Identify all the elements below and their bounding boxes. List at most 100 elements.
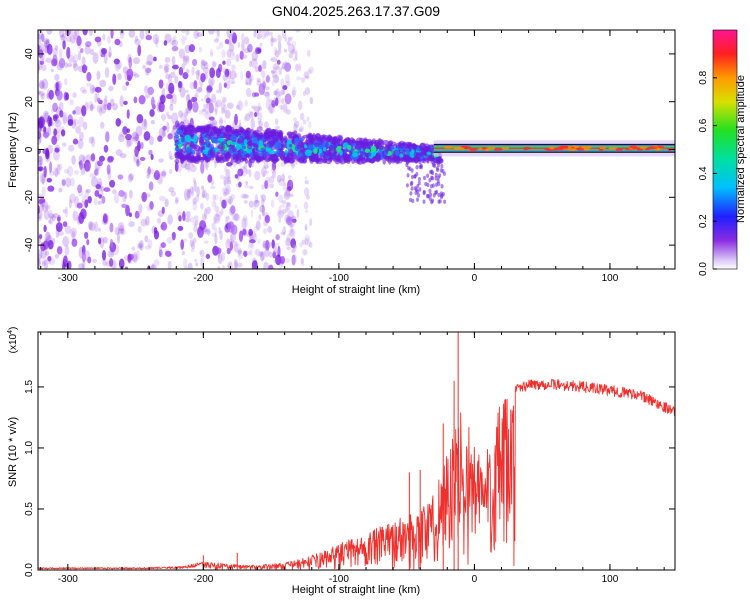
- spectrogram-cell: [135, 249, 140, 261]
- spectrogram-cell: [288, 53, 294, 59]
- spectrogram-cell: [46, 43, 53, 55]
- spectrogram-cell: [319, 137, 327, 143]
- spectrogram-cell: [225, 125, 232, 133]
- spectrogram-cell: [264, 32, 268, 39]
- spectrogram-cell: [84, 250, 91, 262]
- spectrogram-xlabel: Height of straight line (km): [292, 284, 420, 296]
- spectrogram-cell: [118, 131, 125, 137]
- spectrogram-cell: [57, 80, 63, 91]
- spectrogram-cell: [292, 245, 297, 252]
- snr-ytick-label: 1.5: [24, 380, 35, 394]
- spectrogram-cell: [64, 61, 69, 69]
- spectrogram-cell: [429, 192, 433, 197]
- spectrogram-cell: [278, 68, 283, 75]
- spectrogram-cell: [274, 69, 278, 79]
- spectrogram-cell: [199, 157, 205, 163]
- spectrogram-cell: [580, 145, 587, 149]
- spectrogram-cell: [237, 136, 245, 144]
- spectrogram-cell: [169, 155, 174, 160]
- spectrogram-cell: [177, 225, 184, 231]
- spectrogram-cell: [294, 50, 298, 60]
- spectrogram-cell: [428, 188, 432, 194]
- spectrogram-cell: [251, 51, 259, 62]
- spectrogram-cell: [191, 96, 198, 103]
- spectrogram-cell: [214, 109, 218, 116]
- spectrogram-cell: [274, 118, 279, 126]
- spectrogram-cell: [161, 168, 167, 179]
- spectrogram-cell: [94, 36, 102, 43]
- spectrogram-cell: [268, 175, 275, 184]
- spectrogram-cell: [45, 38, 50, 50]
- spectrogram-cell: [137, 225, 142, 233]
- spectrogram-cell: [102, 213, 108, 224]
- spectrogram-cell: [112, 73, 117, 85]
- spectrogram-cell: [181, 30, 186, 34]
- spectrogram-cell: [253, 199, 260, 208]
- spectrogram-cell: [249, 111, 254, 119]
- spectrogram-cell: [144, 93, 151, 99]
- spectrogram-cell: [212, 108, 218, 112]
- spectrogram-cell: [272, 249, 278, 258]
- spectrogram-cell: [288, 43, 295, 54]
- spectrogram-cell: [269, 183, 275, 189]
- spectrogram-cell: [100, 121, 105, 129]
- spectrogram-cell: [245, 153, 250, 158]
- spectrogram-cell: [38, 90, 42, 95]
- spectrogram-cell: [258, 216, 262, 221]
- spectrogram-cell: [72, 210, 78, 221]
- spectrogram-cell: [169, 103, 174, 112]
- spectrogram-cell: [251, 266, 255, 269]
- spectrogram-cell: [209, 80, 214, 89]
- spectrogram-cell: [656, 147, 661, 151]
- spectrogram-cell: [277, 34, 282, 43]
- spectrogram-cell: [153, 230, 160, 240]
- spectrogram-cell: [87, 195, 92, 204]
- spectrogram-cell: [417, 193, 421, 198]
- spectrogram-cell: [234, 213, 238, 221]
- spectrogram-cell: [147, 239, 153, 248]
- spectrogram-cell: [167, 260, 172, 269]
- spectrogram-cell: [273, 244, 277, 254]
- spectrogram-cell: [65, 92, 70, 101]
- spectrogram-cell: [144, 245, 152, 250]
- spectrogram-cell: [55, 126, 60, 134]
- spectrogram-cell: [182, 258, 188, 269]
- spectrogram-cell: [306, 116, 310, 122]
- spectrogram-cell: [104, 67, 110, 78]
- spectrogram-cell: [224, 109, 231, 119]
- snr-panel: -300 -200 -100 0 100 0.0 0.5 1.0 1.5 Height of s…: [7, 327, 676, 596]
- spectrogram-cell: [167, 214, 174, 225]
- spectrogram-cell: [84, 44, 91, 55]
- spectrogram-cell: [264, 121, 269, 129]
- spectrogram-cell: [174, 161, 179, 172]
- spectrogram-cell: [81, 56, 86, 66]
- spectrogram-cell: [262, 77, 265, 86]
- spectrogram-cell: [405, 183, 409, 188]
- spectrogram-cell: [87, 100, 94, 111]
- spectrogram-cell: [208, 102, 214, 114]
- spectrogram-cell: [100, 103, 107, 114]
- spectrogram-cell: [103, 187, 111, 192]
- spectrogram-cell: [94, 86, 102, 93]
- spectrogram-cell: [205, 143, 210, 148]
- spectrogram-cell: [85, 154, 92, 163]
- spectrogram-cell: [256, 80, 261, 87]
- spectrogram-cell: [261, 251, 266, 261]
- spectrogram-cell: [107, 155, 115, 161]
- spectrogram-cell: [150, 154, 154, 160]
- spectrogram-cell: [355, 142, 360, 146]
- spectrogram-cell: [195, 88, 200, 95]
- spectrogram-cell: [281, 88, 286, 95]
- spectrogram-cell: [440, 183, 444, 189]
- spectrogram-cell: [242, 215, 248, 222]
- spectrogram-cell: [245, 181, 249, 186]
- spectrogram-cell: [226, 49, 232, 58]
- spectrogram-cell: [213, 38, 219, 43]
- spectrogram-cell: [307, 68, 312, 75]
- spectrogram-cell: [257, 117, 261, 125]
- spectrogram-cell: [192, 197, 197, 205]
- spectrogram-cell: [223, 179, 229, 188]
- spectrogram-cell: [302, 119, 307, 125]
- spectrogram-cell: [182, 143, 188, 148]
- spectrogram-cell: [235, 54, 240, 63]
